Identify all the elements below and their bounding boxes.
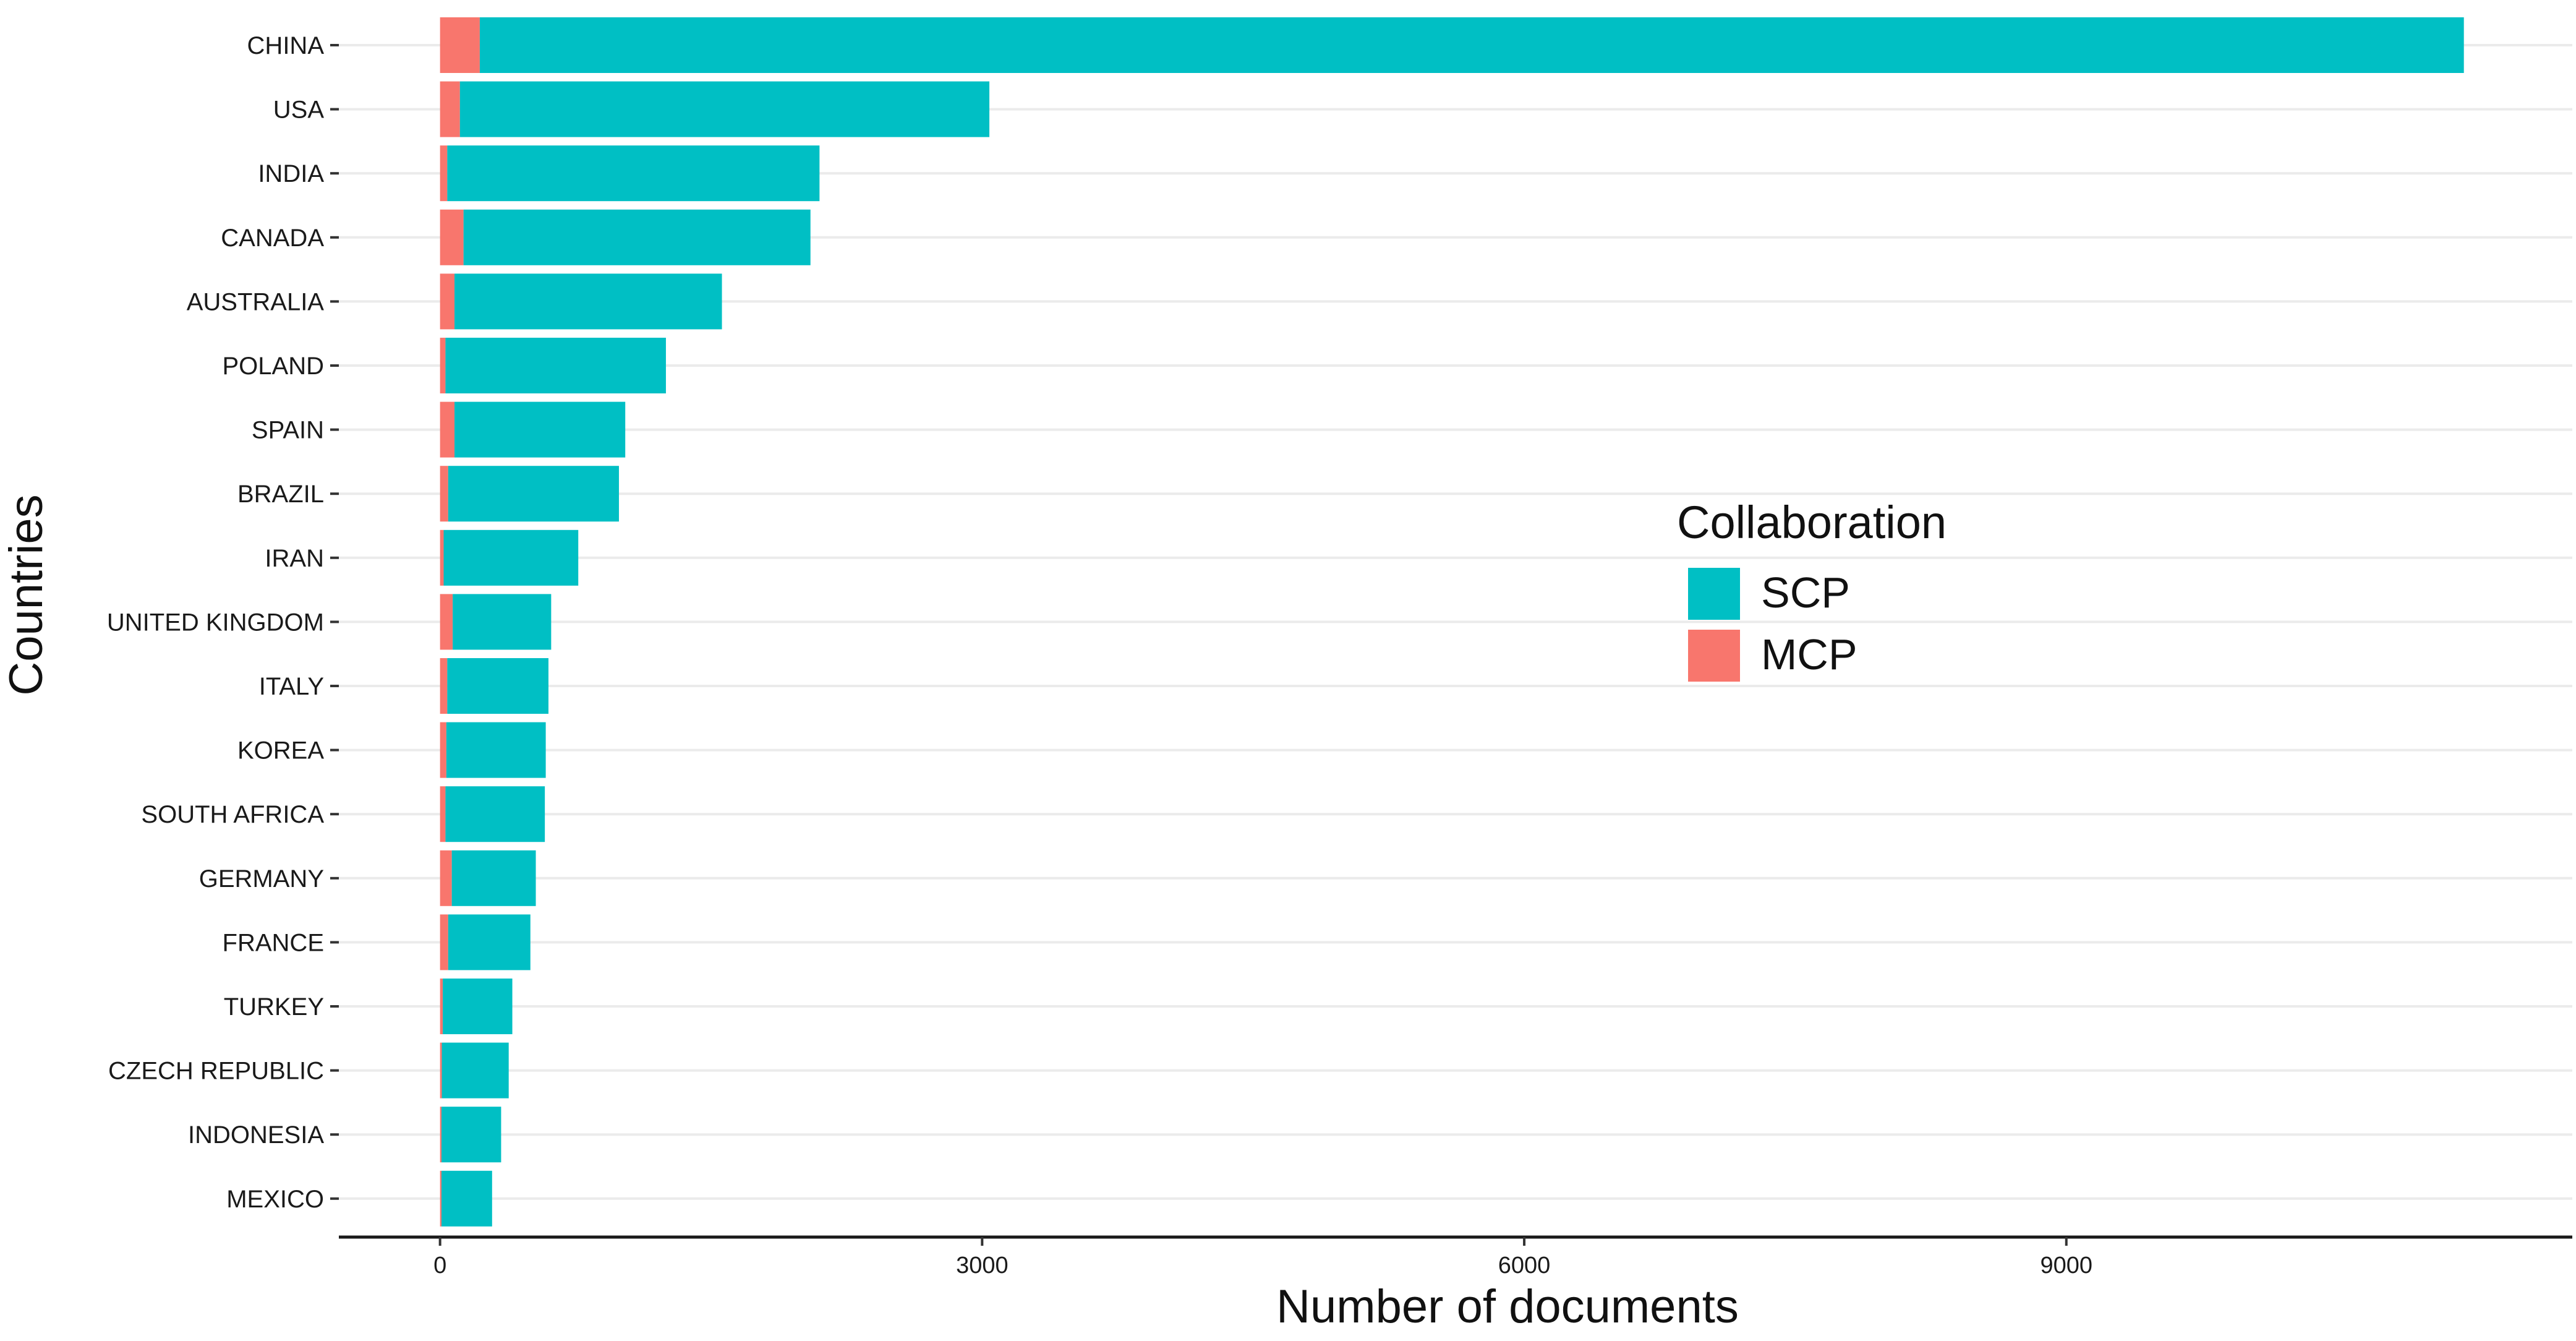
bar-scp: [441, 1170, 492, 1227]
bar-mcp: [440, 401, 455, 458]
y-tick-label: ITALY: [259, 673, 324, 700]
legend: Collaboration SCP MCP: [1677, 497, 1947, 682]
y-tick-label: INDONESIA: [188, 1121, 324, 1149]
bar-scp: [448, 466, 619, 522]
y-tick-label: GERMANY: [199, 865, 324, 893]
bar-mcp: [440, 658, 448, 714]
legend-title: Collaboration: [1677, 497, 1947, 548]
bar-scp: [454, 273, 722, 330]
bar-mcp: [440, 722, 446, 778]
y-tick-labels: CHINA USA INDIA CANADA AUSTRALIA POLAND SPAIN B…: [107, 32, 339, 1213]
y-axis-title: Countries: [0, 494, 53, 695]
y-tick-label: IRAN: [265, 545, 324, 572]
bar-scp: [453, 594, 552, 650]
y-tick-label: SPAIN: [252, 417, 324, 444]
bar-mcp: [440, 529, 444, 586]
bar-scp: [445, 338, 666, 393]
bar-scp: [443, 529, 579, 586]
y-tick-label: TURKEY: [224, 993, 324, 1021]
bar-scp: [447, 658, 548, 714]
bar-scp: [441, 1042, 509, 1099]
x-tick-labels: 0 3000 6000 9000: [433, 1237, 2092, 1279]
bar-scp: [445, 786, 545, 842]
legend-swatch-scp: [1688, 568, 1740, 620]
bar-mcp: [440, 850, 452, 906]
gridlines: [339, 44, 2572, 1200]
y-tick-label: UNITED KINGDOM: [107, 609, 324, 636]
bar-scp: [447, 145, 820, 202]
y-tick-label: POLAND: [223, 353, 325, 380]
y-tick-label: FRANCE: [223, 929, 324, 956]
x-axis-title: Number of documents: [1276, 1280, 1739, 1333]
y-tick-label: BRAZIL: [237, 481, 324, 508]
bar-mcp: [440, 466, 448, 522]
bar-scp: [459, 81, 990, 137]
legend-label-mcp: MCP: [1761, 630, 1857, 679]
bar-scp: [448, 914, 531, 970]
bar-scp: [451, 850, 536, 906]
bar-mcp: [440, 1042, 442, 1099]
bar-mcp: [440, 1170, 441, 1227]
y-tick-label: USA: [273, 96, 325, 124]
y-tick-label: INDIA: [258, 160, 324, 187]
bar-mcp: [440, 1107, 441, 1163]
y-tick-label: AUSTRALIA: [187, 288, 325, 315]
bar-mcp: [440, 338, 446, 393]
bar-scp: [441, 1107, 501, 1163]
bar-mcp: [440, 273, 455, 330]
x-tick-label: 6000: [1498, 1253, 1551, 1279]
bars: [440, 17, 2464, 1227]
bar-scp: [463, 209, 811, 265]
y-tick-label: CANADA: [221, 225, 324, 252]
y-tick-label: KOREA: [237, 737, 324, 765]
bar-mcp: [440, 786, 446, 842]
y-tick-label: SOUTH AFRICA: [141, 801, 324, 828]
bar-scp: [443, 979, 513, 1034]
x-tick-label: 3000: [956, 1253, 1009, 1279]
bar-scp: [446, 722, 546, 778]
y-tick-label: CZECH REPUBLIC: [108, 1058, 324, 1085]
bar-scp: [479, 17, 2464, 73]
x-tick-label: 9000: [2040, 1253, 2092, 1279]
legend-items: SCP MCP: [1688, 568, 1857, 682]
bar-mcp: [440, 209, 464, 265]
bar-mcp: [440, 17, 480, 73]
legend-label-scp: SCP: [1761, 568, 1850, 617]
y-tick-label: CHINA: [247, 32, 325, 59]
bar-mcp: [440, 81, 460, 137]
bar-mcp: [440, 145, 448, 202]
bar-scp: [454, 401, 626, 458]
x-tick-label: 0: [433, 1253, 446, 1279]
bar-mcp: [440, 914, 448, 970]
bar-mcp: [440, 594, 453, 650]
y-tick-label: MEXICO: [226, 1186, 324, 1213]
bar-mcp: [440, 979, 443, 1034]
legend-swatch-mcp: [1688, 630, 1740, 682]
